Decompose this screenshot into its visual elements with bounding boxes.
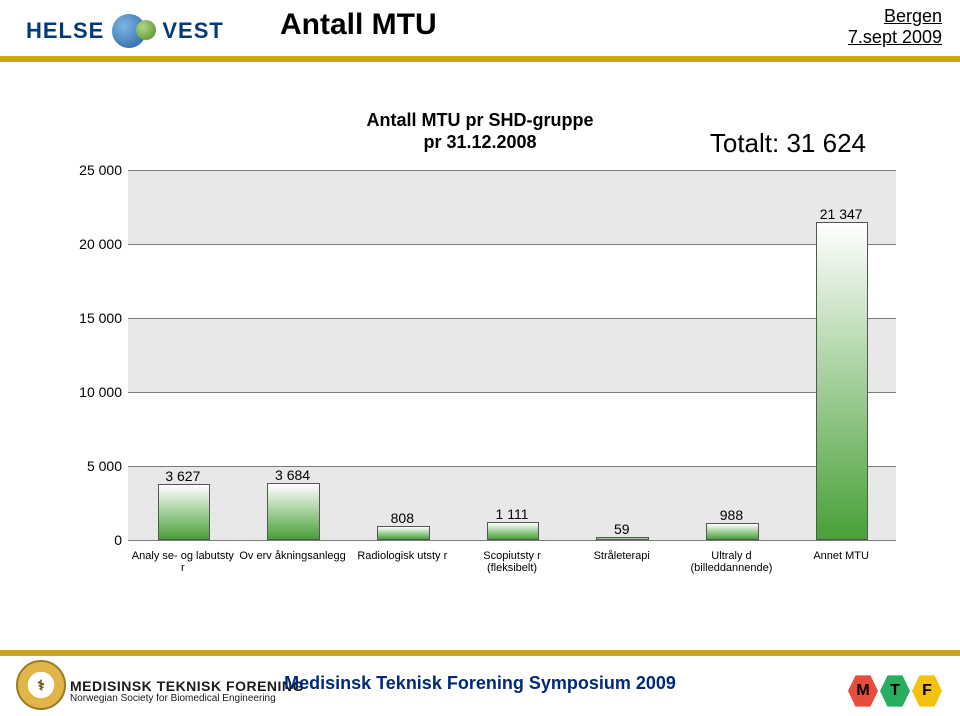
bar-value: 59 [614,521,630,537]
brand-logo: HELSE VEST [26,14,224,48]
org-name-line1: MEDISINSK TEKNISK FORENING [70,679,304,694]
y-tick-label: 20 000 [79,236,122,252]
bar-value: 1 111 [496,506,529,522]
brand-right: VEST [162,18,223,44]
page-title: Antall MTU [280,8,437,42]
header-location-line1: Bergen [884,6,942,26]
bar-value: 3 627 [165,468,200,484]
x-tick-label: Annet MTU [786,550,896,574]
bar-slot: 3 684 [238,170,348,540]
header-location-line2: 7.sept 2009 [848,27,942,47]
bar [706,523,758,540]
bar [487,522,539,540]
plot-area: 0 5 000 10 000 15 000 20 000 25 000 3 627 3 684… [54,110,906,590]
mtf-hex-icon: M [848,674,878,708]
bar [596,537,648,540]
mtf-hex-icon: T [880,674,910,708]
brand-blob-icon [112,14,154,48]
header-divider [0,56,960,62]
bar-slot: 21 347 [786,170,896,540]
x-tick-label: Scopiutsty r (fleksibelt) [457,550,567,574]
org-seal-icon: ⚕ [16,660,66,710]
mtf-hex-icon: F [912,674,942,708]
bar-slot: 1 111 [457,170,567,540]
org-name: MEDISINSK TEKNISK FORENING Norwegian Soc… [70,679,304,704]
grid-line [128,540,896,541]
bar-value: 808 [391,510,414,526]
bar-slot: 808 [347,170,457,540]
bar-slot: 988 [677,170,787,540]
x-tick-label: Radiologisk utsty r [347,550,457,574]
chart: Antall MTU pr SHD-gruppe pr 31.12.2008 T… [54,110,906,590]
bar-value: 21 347 [820,206,863,222]
y-tick-label: 10 000 [79,384,122,400]
bar [816,222,868,540]
x-tick-label: Ultraly d (billeddannende) [677,550,787,574]
y-tick-label: 5 000 [87,458,122,474]
bar-slot: 3 627 [128,170,238,540]
bar [267,483,319,540]
org-name-line2: Norwegian Society for Biomedical Enginee… [70,694,304,705]
y-tick-label: 15 000 [79,310,122,326]
mtf-logo: MTF [848,674,942,708]
header-location: Bergen 7.sept 2009 [848,6,942,47]
bar [158,484,210,540]
y-tick-label: 0 [114,532,122,548]
footer-title: Medisinsk Teknisk Forening Symposium 200… [284,673,676,694]
bar-slot: 59 [567,170,677,540]
bar-value: 3 684 [275,467,310,483]
brand-left: HELSE [26,18,104,44]
footer-divider [0,650,960,656]
bar-value: 988 [720,507,743,523]
bar [377,526,429,540]
bars-container: 3 627 3 684 808 1 111 59 988 21 347 [128,170,896,540]
x-tick-label: Stråleterapi [567,550,677,574]
y-tick-label: 25 000 [79,162,122,178]
x-tick-label: Ov erv åkningsanlegg [238,550,348,574]
x-tick-label: Analy se- og labutsty r [128,550,238,574]
